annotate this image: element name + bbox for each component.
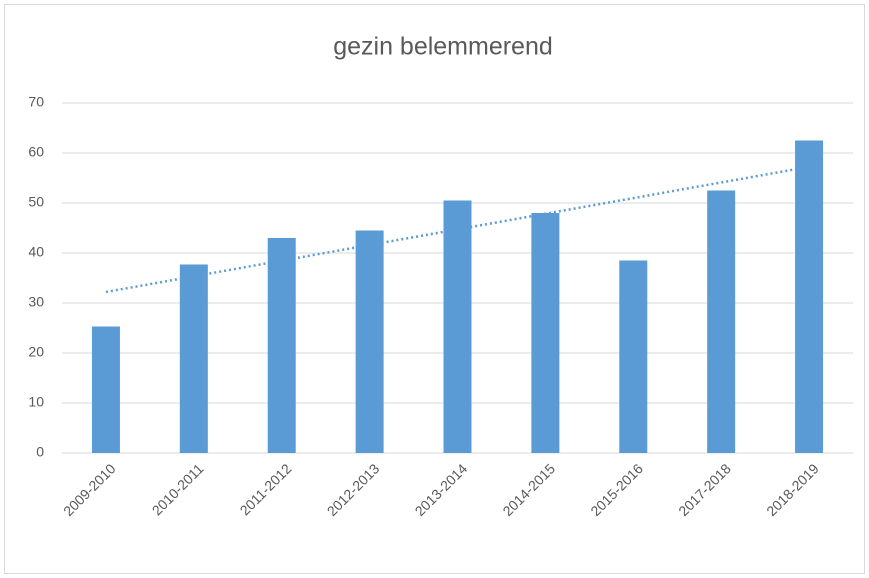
bar: [795, 140, 824, 453]
y-tick-label: 0: [36, 444, 44, 460]
bar: [531, 213, 560, 453]
y-tick-label: 10: [28, 394, 44, 410]
bar: [619, 260, 648, 453]
y-tick-label: 30: [28, 294, 44, 310]
y-tick-label: 50: [28, 194, 44, 210]
bar: [179, 264, 208, 453]
bar: [91, 326, 120, 453]
y-tick-label: 40: [28, 244, 44, 260]
bar: [707, 190, 736, 453]
trendline: [105, 165, 810, 294]
bar: [355, 230, 384, 453]
bar: [443, 200, 472, 453]
chart-title: gezin belemmerend: [333, 33, 553, 61]
y-tick-label: 20: [28, 344, 44, 360]
bar: [267, 238, 296, 453]
y-tick-label: 70: [28, 94, 44, 110]
y-tick-label: 60: [28, 144, 44, 160]
